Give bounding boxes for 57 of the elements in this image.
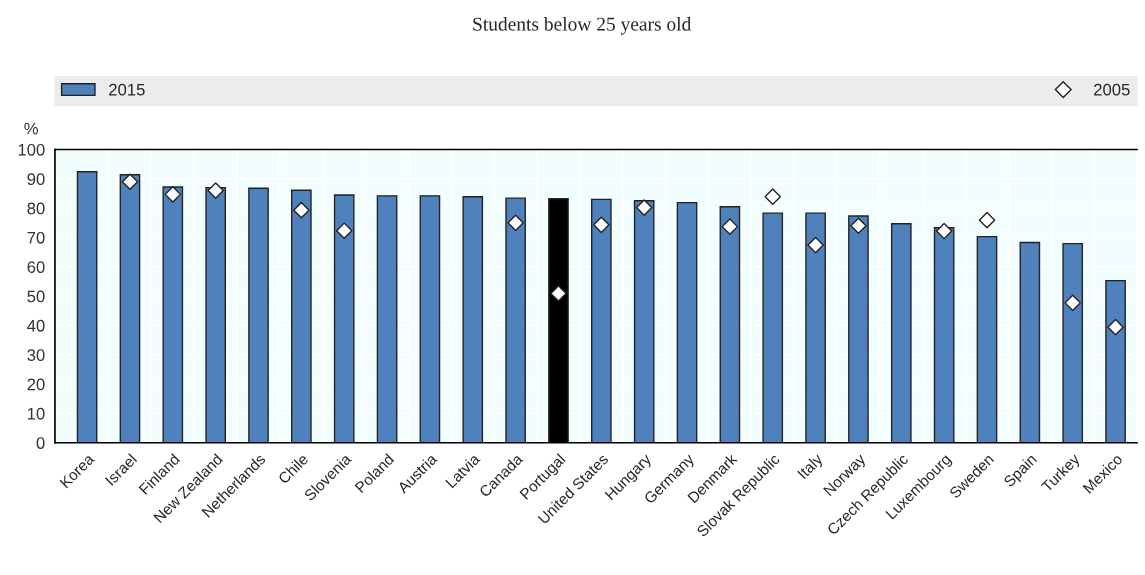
bar — [762, 212, 784, 443]
bar — [248, 187, 269, 443]
y-tick-label: 90 — [27, 173, 45, 186]
point — [293, 201, 310, 219]
bar — [119, 174, 141, 443]
point — [507, 214, 524, 232]
bar — [805, 212, 826, 443]
y-tick-label: 10 — [27, 407, 45, 420]
bar — [976, 235, 998, 443]
point — [335, 222, 353, 240]
y-axis-title: % — [24, 122, 38, 135]
y-tick-label: 40 — [27, 319, 45, 332]
bar — [719, 205, 741, 443]
bar — [590, 198, 612, 443]
point — [721, 218, 739, 235]
y-tick-label: 100 — [18, 143, 45, 156]
point — [635, 199, 653, 216]
legend-label: 2015 — [109, 83, 145, 96]
bar — [162, 186, 184, 443]
point — [207, 182, 224, 199]
point — [850, 217, 867, 235]
bar — [376, 195, 398, 443]
bar — [633, 200, 655, 443]
point — [1064, 294, 1082, 312]
point — [550, 285, 567, 302]
bar — [505, 197, 526, 443]
point — [978, 211, 996, 229]
bar — [462, 196, 484, 443]
y-tick-label: 50 — [27, 290, 45, 303]
bar — [1019, 241, 1041, 443]
y-tick-label: 0 — [36, 437, 45, 449]
point — [807, 236, 824, 254]
bar — [419, 195, 441, 443]
y-tick-label: 20 — [27, 378, 45, 391]
point — [1107, 318, 1124, 336]
bar — [291, 189, 312, 443]
chart-title: Students below 25 years old — [473, 17, 692, 35]
x-tick-label: Italy — [796, 452, 826, 482]
point — [121, 173, 139, 191]
y-tick-label: 30 — [27, 349, 45, 361]
point — [764, 188, 782, 206]
point — [935, 222, 953, 240]
bar — [848, 215, 869, 443]
bar — [933, 227, 955, 443]
y-tick-label: 60 — [27, 261, 45, 273]
point — [593, 216, 610, 234]
bar — [333, 194, 355, 443]
bar — [76, 171, 98, 443]
bar — [205, 186, 226, 443]
bar — [890, 222, 912, 443]
y-tick-label: 70 — [27, 231, 45, 244]
bar — [1105, 279, 1126, 443]
bar — [676, 201, 698, 443]
point — [164, 186, 182, 203]
bar — [1062, 242, 1084, 443]
y-tick-label: 80 — [27, 202, 45, 215]
legend-label: 2005 — [1094, 83, 1130, 96]
